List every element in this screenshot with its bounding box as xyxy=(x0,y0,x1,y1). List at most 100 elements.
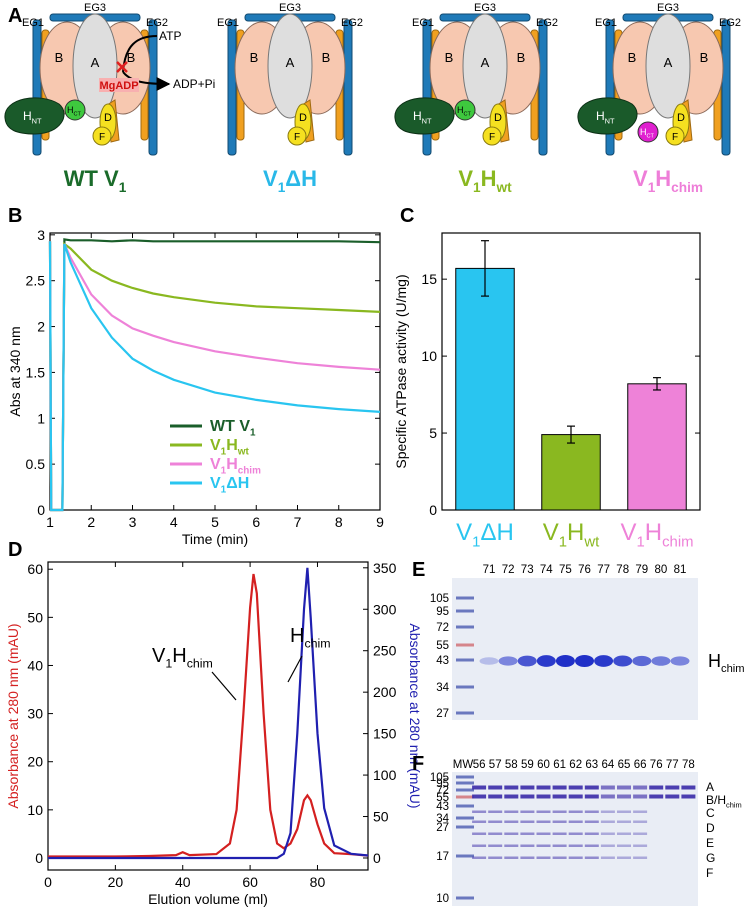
x-tick-label: 8 xyxy=(335,514,343,530)
subunit-h-nt xyxy=(394,97,455,135)
subunit-f xyxy=(287,126,307,146)
subunit-f xyxy=(92,126,112,146)
subunit-label: D xyxy=(104,112,112,124)
gel-band xyxy=(536,832,551,835)
text-part: H xyxy=(226,437,238,454)
gel-band xyxy=(520,820,535,823)
lane-label: 57 xyxy=(489,759,502,771)
stator-stalk xyxy=(721,19,731,156)
y-tick-label: 15 xyxy=(421,271,437,287)
marker-label: 95 xyxy=(436,606,449,618)
gel-band xyxy=(617,785,631,790)
text-part: CT xyxy=(464,112,472,118)
y2-tick-label: 250 xyxy=(373,643,397,659)
subunit-label: F xyxy=(672,132,678,143)
subunit-h-ct xyxy=(64,99,86,121)
gel-band xyxy=(665,785,680,790)
gel-band xyxy=(536,856,551,859)
x-tick-label: V1ΔH xyxy=(456,519,514,551)
subunit-label: B xyxy=(700,50,709,65)
gel-band xyxy=(600,856,615,859)
marker-label: 105 xyxy=(430,593,449,605)
gel-band xyxy=(552,856,567,859)
text-part: 1 xyxy=(648,180,656,195)
gel-band xyxy=(633,820,648,823)
gel-band xyxy=(552,810,567,813)
y2-tick-label: 300 xyxy=(373,601,397,617)
lane-label: 79 xyxy=(635,564,648,576)
subunit-label: F xyxy=(706,866,713,880)
subunit-label: HCT xyxy=(640,127,655,140)
gel-band xyxy=(600,832,615,835)
y-tick-label: 10 xyxy=(421,348,437,364)
complex-title: V1ΔH xyxy=(263,166,317,195)
y2-tick-label: 200 xyxy=(373,684,397,700)
lane-label: 77 xyxy=(666,759,679,771)
marker-label: 55 xyxy=(436,640,449,652)
subunit-label: A xyxy=(481,55,490,70)
text-part: wt xyxy=(237,446,250,457)
text-part: H xyxy=(67,105,74,115)
ladder-band xyxy=(456,825,474,829)
text-part: 1 xyxy=(221,446,227,457)
text-part: 1 xyxy=(559,535,567,551)
gel-band xyxy=(584,794,599,799)
gel-band xyxy=(633,794,648,799)
subunit-h-nt xyxy=(4,97,65,135)
subunit-label: F xyxy=(99,132,105,143)
gel-band xyxy=(472,794,487,799)
subunit-f xyxy=(482,126,502,146)
subunit-label: D xyxy=(299,112,307,124)
gel-band xyxy=(584,856,599,859)
text-part: 1 xyxy=(165,657,172,671)
text-part: H xyxy=(226,456,238,473)
complex-title: V1Hwt xyxy=(458,166,512,195)
y-tick-label: 0 xyxy=(35,850,43,866)
text-part: H xyxy=(413,109,422,123)
gel-band xyxy=(600,785,615,790)
gel-band xyxy=(568,810,583,813)
marker-label: 34 xyxy=(436,813,449,825)
text-part: 1 xyxy=(221,465,227,476)
gel-band xyxy=(584,810,599,813)
subunit-a xyxy=(462,13,508,119)
y-tick-label: 2 xyxy=(37,319,45,335)
subunit-f xyxy=(665,126,685,146)
text-part: H xyxy=(708,651,721,671)
gel-band xyxy=(536,844,551,847)
y-tick-label: 50 xyxy=(27,609,43,625)
complex-title: WT V1 xyxy=(64,166,127,195)
legend-label: WT V1 xyxy=(210,418,256,438)
subunit-label: EG2 xyxy=(536,17,558,29)
data-line xyxy=(48,241,381,512)
lane-label: 75 xyxy=(559,564,572,576)
gel-band xyxy=(617,810,631,813)
text-part: V xyxy=(210,456,221,473)
text-part: chim xyxy=(304,637,330,651)
gel-band xyxy=(504,832,519,835)
gel-band xyxy=(488,820,503,823)
lane-label: 72 xyxy=(502,564,515,576)
gel-band xyxy=(649,794,664,799)
subunit-label: EG3 xyxy=(279,2,301,14)
gel-band xyxy=(600,844,615,847)
y2-tick-label: 100 xyxy=(373,767,397,783)
text-part: F xyxy=(706,866,713,880)
lane-label: 58 xyxy=(505,759,518,771)
gel-band xyxy=(613,655,633,667)
subunit-label: B/Hchim xyxy=(706,793,742,809)
lane-label: 77 xyxy=(597,564,610,576)
y-tick-label: 40 xyxy=(27,657,43,673)
annotation-line xyxy=(287,655,303,683)
gel xyxy=(452,772,698,906)
gel-band xyxy=(472,844,487,847)
ladder-band xyxy=(456,609,474,613)
text-part: V xyxy=(543,519,559,546)
subunit-label: HNT xyxy=(23,109,42,125)
subunit-h-nt xyxy=(577,97,638,135)
gel xyxy=(452,578,698,720)
subunit-label: EG3 xyxy=(657,2,679,14)
x-tick-label: 80 xyxy=(310,874,326,890)
gel-band xyxy=(617,856,631,859)
gel-band xyxy=(584,820,599,823)
